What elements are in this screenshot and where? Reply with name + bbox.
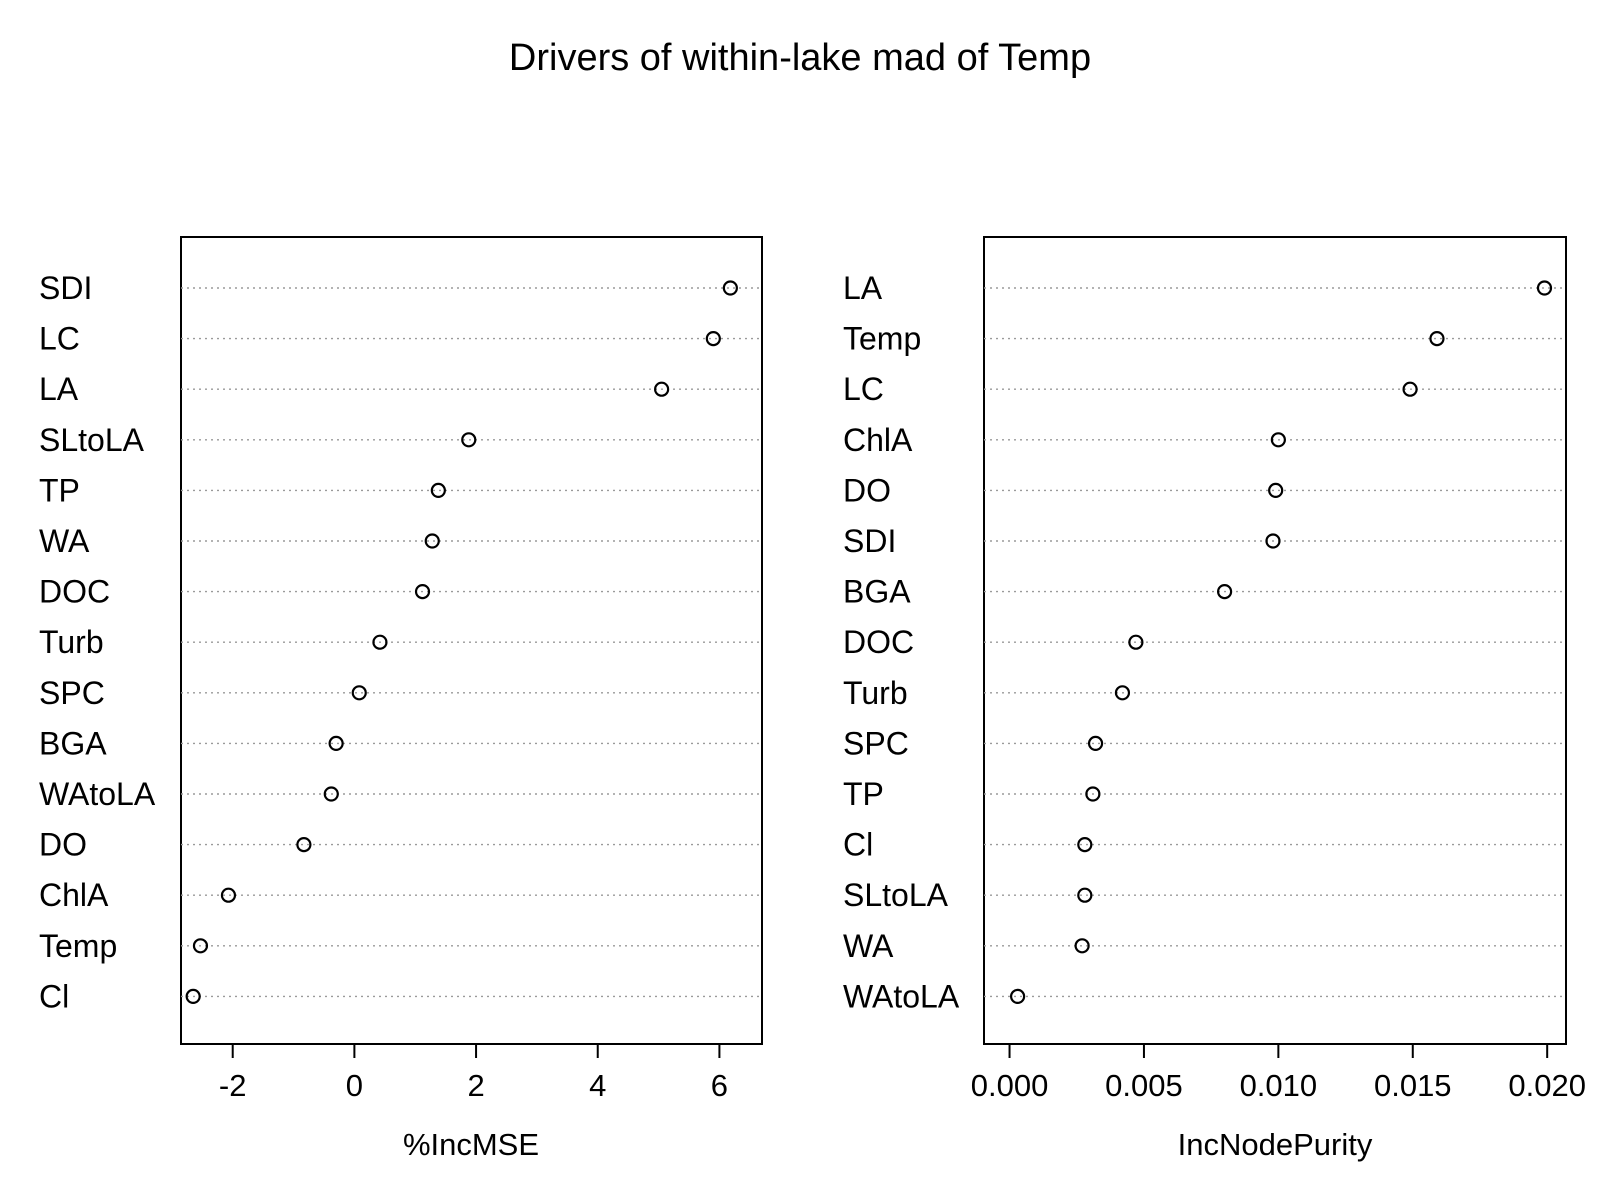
- incnodepurity-label-bga: BGA: [843, 574, 911, 610]
- incnodepurity-point-do: [1268, 482, 1284, 498]
- incmse-label-do: DO: [39, 827, 87, 863]
- panel-incmse-frame: [180, 236, 763, 1045]
- incmse-point-la: [654, 381, 670, 397]
- incmse-tick-label: 0: [346, 1068, 363, 1103]
- incmse-label-la: LA: [39, 371, 79, 407]
- incmse-label-sdi: SDI: [39, 270, 92, 306]
- incmse-point-sdi: [722, 280, 738, 296]
- incnodepurity-label-do: DO: [843, 472, 891, 508]
- incmse-point-spc: [351, 685, 367, 701]
- incmse-tick-label: 2: [467, 1068, 484, 1103]
- incmse-label-chla: ChlA: [39, 877, 109, 913]
- incmse-label-sltola: SLtoLA: [39, 422, 145, 458]
- incmse-label-watola: WAtoLA: [39, 776, 156, 812]
- incnodepurity-label-watola: WAtoLA: [843, 978, 960, 1014]
- incnodepurity-point-lc: [1402, 381, 1418, 397]
- incnodepurity-label-tp: TP: [843, 776, 884, 812]
- incnodepurity-point-cl: [1077, 836, 1093, 853]
- incmse-point-temp: [192, 938, 209, 954]
- incnodepurity-label-doc: DOC: [843, 624, 914, 660]
- incmse-label-cl: Cl: [39, 978, 69, 1014]
- incnodepurity-point-sdi: [1265, 533, 1281, 549]
- incnodepurity-point-doc: [1128, 634, 1144, 650]
- incnodepurity-tick-label: 0.005: [1105, 1068, 1183, 1103]
- incmse-point-tp: [430, 482, 446, 498]
- incmse-tick-label: 6: [711, 1068, 728, 1103]
- incmse-point-cl: [185, 988, 201, 1005]
- incmse-label-lc: LC: [39, 321, 80, 357]
- incmse-label-spc: SPC: [39, 675, 105, 711]
- incnodepurity-label-sltola: SLtoLA: [843, 877, 949, 913]
- incmse-point-watola: [323, 786, 339, 802]
- incmse-point-turb: [372, 634, 388, 650]
- incmse-label-bga: BGA: [39, 725, 107, 761]
- incnodepurity-label-cl: Cl: [843, 827, 873, 863]
- chart-title: Drivers of within-lake mad of Temp: [509, 37, 1091, 79]
- incmse-point-wa: [424, 533, 440, 549]
- incmse-label-turb: Turb: [39, 624, 104, 660]
- incmse-point-lc: [705, 331, 721, 347]
- panel-incmse: SDI LC LA SLtoLA TP WA DOC Turb SPC BGA WAtoLA DO Ch…: [39, 236, 763, 1162]
- incnodepurity-point-tp: [1085, 786, 1101, 802]
- incnodepurity-point-sltola: [1077, 887, 1093, 903]
- incmse-label-doc: DOC: [39, 574, 110, 610]
- incnodepurity-tick-label: 0.000: [971, 1068, 1049, 1103]
- incnodepurity-label-wa: WA: [843, 928, 894, 964]
- incmse-point-bga: [328, 735, 344, 752]
- incmse-label-wa: WA: [39, 523, 90, 559]
- incnodepurity-tick-label: 0.010: [1240, 1068, 1318, 1103]
- incnodepurity-point-bga: [1216, 583, 1233, 600]
- incnodepurity-tick-label: 0.015: [1374, 1068, 1452, 1103]
- panel-incnodepurity: LA Temp LC ChlA DO SDI BGA DOC Turb SPC TP Cl SLtoLA…: [843, 236, 1586, 1162]
- panel-incmse-x-axis: -2 0 2 4 6: [219, 1043, 728, 1103]
- panel-incmse-x-axis-label: %IncMSE: [403, 1127, 539, 1162]
- incnodepurity-label-turb: Turb: [843, 675, 908, 711]
- incnodepurity-point-wa: [1074, 938, 1090, 954]
- incmse-point-chla: [220, 887, 237, 903]
- incmse-tick-label: -2: [219, 1068, 247, 1103]
- incnodepurity-point-chla: [1270, 432, 1286, 448]
- incmse-tick-label: 4: [589, 1068, 606, 1103]
- incmse-point-doc: [414, 583, 431, 600]
- incnodepurity-point-turb: [1114, 685, 1131, 701]
- incnodepurity-point-la: [1536, 280, 1553, 296]
- incmse-label-temp: Temp: [39, 928, 117, 964]
- panel-incnodepurity-x-axis-label: IncNodePurity: [1178, 1127, 1373, 1162]
- incnodepurity-label-spc: SPC: [843, 725, 909, 761]
- panel-incnodepurity-frame: [983, 236, 1567, 1045]
- incmse-label-tp: TP: [39, 472, 80, 508]
- incnodepurity-label-chla: ChlA: [843, 422, 913, 458]
- incnodepurity-label-temp: Temp: [843, 321, 921, 357]
- incnodepurity-point-watola: [1010, 988, 1026, 1005]
- panel-incnodepurity-x-axis: 0.000 0.005 0.010 0.015 0.020: [971, 1043, 1586, 1103]
- panel-incmse-rows: SDI LC LA SLtoLA TP WA DOC Turb SPC BGA WAtoLA DO Ch…: [39, 270, 762, 1014]
- incnodepurity-tick-label: 0.020: [1508, 1068, 1586, 1103]
- incnodepurity-label-sdi: SDI: [843, 523, 896, 559]
- incnodepurity-label-la: LA: [843, 270, 883, 306]
- incnodepurity-point-temp: [1429, 331, 1445, 347]
- incnodepurity-label-lc: LC: [843, 371, 884, 407]
- incmse-point-do: [296, 836, 312, 853]
- incnodepurity-point-spc: [1087, 735, 1104, 752]
- incmse-point-sltola: [461, 432, 477, 448]
- panel-incnodepurity-rows: LA Temp LC ChlA DO SDI BGA DOC Turb SPC TP Cl SLtoLA…: [843, 270, 1566, 1014]
